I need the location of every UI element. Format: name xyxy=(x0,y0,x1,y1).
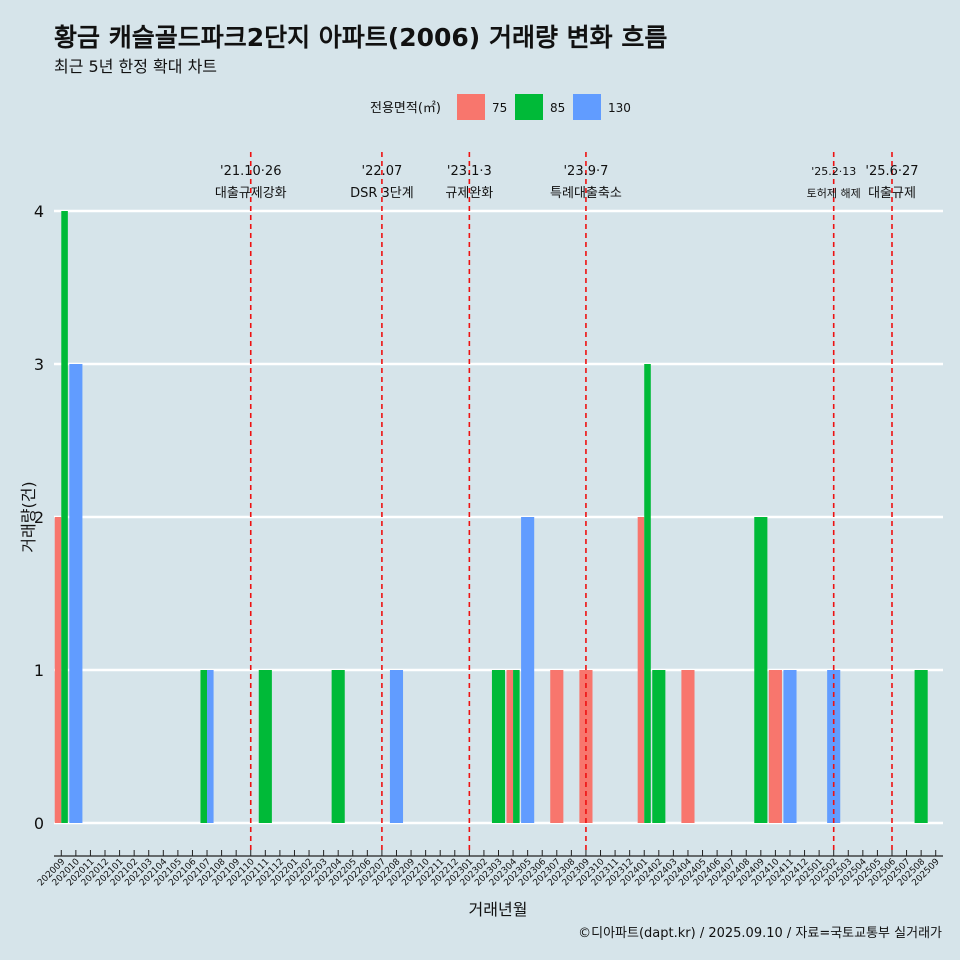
bar-85-202304 xyxy=(513,670,520,823)
event-date: '22.07 xyxy=(362,164,403,179)
bar-130-202208 xyxy=(389,670,404,823)
chart-title: 황금 캐슬골드파크2단지 아파트(2006) 거래량 변화 흐름 xyxy=(54,23,668,52)
bar-85-202009 xyxy=(61,211,68,823)
event-label: 규제완화 xyxy=(445,186,493,201)
event-label: 대출규제강화 xyxy=(215,186,287,201)
bar-130-202107 xyxy=(207,670,214,823)
legend-label-75: 75 xyxy=(492,101,507,115)
bar-85-202111 xyxy=(258,670,272,823)
legend-label-85: 85 xyxy=(550,101,565,115)
event-date: '25.6·27 xyxy=(865,164,918,179)
bar-75-202410 xyxy=(768,670,782,823)
legend-swatch-75 xyxy=(457,94,485,120)
legend-swatch-130 xyxy=(573,94,601,120)
event-label: 토허제 해제 xyxy=(807,186,861,200)
y-tick-label: 0 xyxy=(34,814,44,833)
bar-130-202010 xyxy=(69,364,83,823)
bar-75-202009 xyxy=(54,517,62,823)
x-axis-title: 거래년월 xyxy=(469,900,528,919)
legend-title: 전용면적(㎡) xyxy=(370,101,441,116)
event-date: '21.10·26 xyxy=(220,164,281,179)
y-axis-title: 거래량(건) xyxy=(19,481,38,552)
y-tick-label: 4 xyxy=(34,202,44,221)
bar-85-202508 xyxy=(914,670,928,823)
event-date: '25.2·13 xyxy=(811,165,856,178)
chart-subtitle: 최근 5년 한정 확대 차트 xyxy=(54,57,218,76)
event-label: DSR 3단계 xyxy=(350,186,414,201)
bar-130-202305 xyxy=(521,517,535,823)
bar-85-202409 xyxy=(754,517,768,823)
bar-85-202204 xyxy=(331,670,345,823)
bar-75-202304 xyxy=(506,670,514,823)
event-date: '23.9·7 xyxy=(563,164,608,179)
bar-75-202401 xyxy=(637,517,645,823)
y-tick-label: 1 xyxy=(34,661,44,680)
bar-85-202107 xyxy=(200,670,208,823)
y-tick-label: 2 xyxy=(34,508,44,527)
bar-75-202307 xyxy=(550,670,564,823)
bar-130-202411 xyxy=(783,670,797,823)
bar-85-202402 xyxy=(652,670,666,823)
legend-label-130: 130 xyxy=(608,101,631,115)
bar-85-202401 xyxy=(644,364,651,823)
event-date: '23.1·3 xyxy=(447,164,492,179)
legend-swatch-85 xyxy=(515,94,543,120)
y-tick-label: 3 xyxy=(34,355,44,374)
event-label: 특례대출축소 xyxy=(550,186,622,201)
event-label: 대출규제 xyxy=(868,186,916,201)
bar-75-202404 xyxy=(681,670,695,823)
bar-85-202303 xyxy=(491,670,506,823)
source-caption: ©디아파트(dapt.kr) / 2025.09.10 / 자료=국토교통부 실… xyxy=(578,926,942,941)
